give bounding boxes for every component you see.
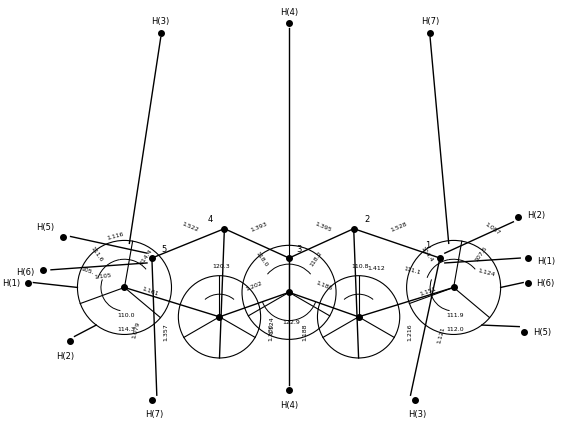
Text: 1.151: 1.151 [419,285,437,296]
Text: 1.087: 1.087 [484,221,502,235]
Text: 111.1: 111.1 [403,265,422,275]
Text: H(5): H(5) [533,327,551,336]
Text: 1.528: 1.528 [390,221,408,232]
Text: H(4): H(4) [280,400,298,409]
Text: 1.161: 1.161 [141,285,160,296]
Text: 122.9: 122.9 [282,320,300,325]
Text: 110.0: 110.0 [118,313,135,318]
Text: 1.357: 1.357 [163,323,168,341]
Text: 1.121: 1.121 [436,325,446,343]
Text: 1.412: 1.412 [367,266,384,271]
Text: H(2): H(2) [527,211,545,220]
Text: 1.395: 1.395 [314,220,332,232]
Text: H(6): H(6) [537,278,555,288]
Text: 4: 4 [208,215,213,224]
Text: 118.0: 118.0 [255,250,269,267]
Text: 1.188: 1.188 [302,323,307,340]
Text: H(2): H(2) [55,351,74,360]
Text: 1.124: 1.124 [476,268,495,277]
Text: H(7): H(7) [421,17,439,26]
Text: 114.4: 114.4 [139,248,153,265]
Text: 1.124: 1.124 [269,316,274,333]
Text: 104.4: 104.4 [419,245,434,262]
Text: 5: 5 [161,244,166,253]
Text: H(6): H(6) [17,268,35,276]
Text: 3: 3 [296,244,301,253]
Text: 1.216: 1.216 [407,323,412,340]
Text: 118.2: 118.2 [309,250,324,267]
Text: H(4): H(4) [280,8,298,17]
Text: 120.3: 120.3 [213,264,231,269]
Text: H(1): H(1) [2,278,20,288]
Text: 2: 2 [365,215,370,224]
Text: H(1): H(1) [537,256,555,265]
Text: 112.0: 112.0 [447,326,464,331]
Text: 107.5: 107.5 [474,245,488,262]
Text: 111.9: 111.9 [447,313,464,318]
Text: 105.: 105. [80,265,94,275]
Text: 114.3: 114.3 [118,326,136,331]
Text: 1: 1 [426,240,431,249]
Text: 110.8: 110.8 [352,264,370,269]
Text: 1.393: 1.393 [249,220,268,232]
Text: 1.522: 1.522 [181,220,199,232]
Text: 111.6: 111.6 [90,245,104,262]
Text: 1.105: 1.105 [93,273,112,279]
Text: H(5): H(5) [36,223,54,232]
Text: 1.079: 1.079 [132,320,141,339]
Text: 1.185: 1.185 [315,280,333,291]
Text: 1.386: 1.386 [268,323,273,340]
Text: 1.116: 1.116 [106,231,124,241]
Text: H(7): H(7) [145,409,163,418]
Text: H(3): H(3) [408,409,427,418]
Text: H(3): H(3) [152,17,170,26]
Text: 1.202: 1.202 [245,280,264,291]
